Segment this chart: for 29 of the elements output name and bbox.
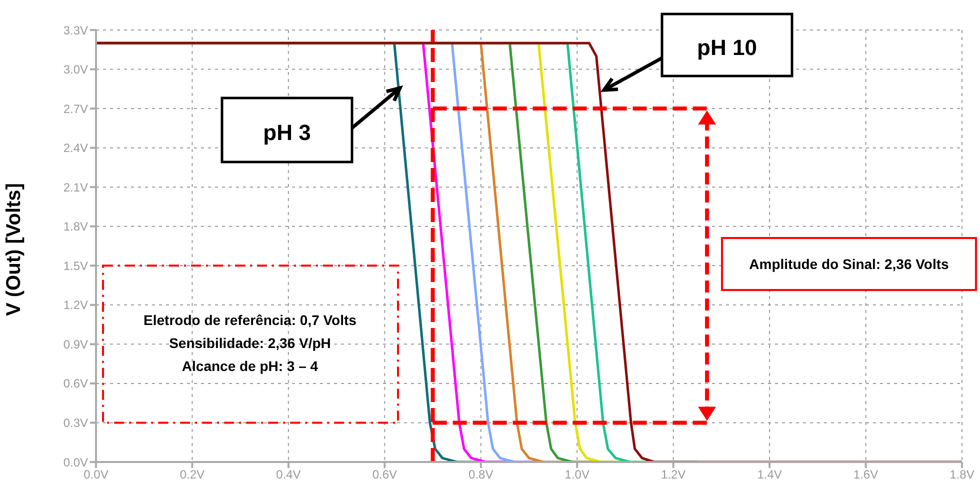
y-tick-label: 0.6V — [63, 376, 88, 391]
annotation: Amplitude do Sinal: 2,36 Volts — [749, 256, 950, 272]
x-tick-label: 0.4V — [276, 468, 301, 482]
y-tick-label: 3.0V — [63, 62, 88, 77]
y-tick-label: 2.1V — [63, 180, 88, 194]
y-tick-label: 1.5V — [63, 258, 88, 273]
annotation: pH 10 — [697, 35, 757, 60]
y-tick-label: 0.0V — [63, 455, 88, 470]
x-tick-label: 1.4V — [757, 468, 782, 482]
y-tick-label: 1.8V — [63, 220, 88, 234]
annotation: pH 3 — [263, 120, 311, 145]
y-tick-label: 1.2V — [63, 298, 88, 312]
y-tick-label: 2.4V — [63, 141, 88, 156]
annotation: Sensibilidade: 2,36 V/pH — [169, 335, 331, 351]
x-tick-label: 0.6V — [372, 468, 398, 482]
x-tick-label: 1.2V — [660, 468, 686, 482]
x-tick-label: 1.6V — [853, 468, 878, 482]
x-tick-label: 0.8V — [468, 468, 494, 482]
y-tick-label: 3.3V — [63, 23, 88, 38]
x-tick-label: 0.2V — [180, 468, 205, 482]
y-tick-label: 0.3V — [63, 416, 88, 430]
annotation: Eletrodo de referência: 0,7 Volts — [144, 312, 357, 328]
x-tick-label: 0.0V — [84, 468, 108, 482]
y-tick-label: 2.7V — [63, 102, 88, 116]
x-tick-label: 1.0V — [564, 468, 590, 482]
annotation: Alcance de pH: 3 – 4 — [182, 358, 318, 374]
x-tick-label: 1.8V — [950, 468, 974, 482]
y-tick-label: 0.9V — [63, 337, 88, 352]
y-axis-title: V (Out) [Volts] — [3, 183, 26, 316]
